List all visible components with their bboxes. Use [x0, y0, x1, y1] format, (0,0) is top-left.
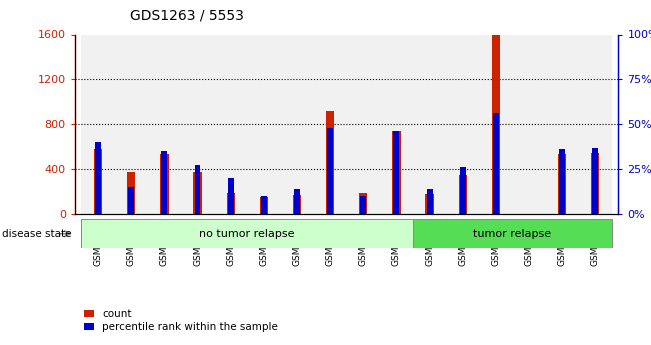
Bar [161, 151, 167, 214]
Bar [181, 34, 214, 214]
Bar [479, 34, 512, 214]
Bar [380, 34, 413, 214]
Bar [360, 196, 367, 214]
Bar [214, 34, 247, 214]
Bar [359, 193, 367, 214]
Bar [160, 155, 169, 214]
Bar [81, 34, 115, 214]
Bar [546, 34, 579, 214]
Bar [261, 196, 267, 214]
Bar [81, 219, 413, 248]
Text: tumor relapse: tumor relapse [473, 229, 551, 239]
Bar [393, 131, 400, 214]
Bar [148, 34, 181, 214]
Bar [115, 34, 148, 214]
Bar [512, 34, 546, 214]
Bar [127, 172, 135, 214]
Bar [326, 111, 334, 214]
Bar [425, 194, 434, 214]
Bar [413, 219, 612, 248]
Text: no tumor relapse: no tumor relapse [199, 229, 295, 239]
Bar [94, 149, 102, 214]
Bar [314, 34, 346, 214]
Bar [559, 149, 565, 214]
Bar [458, 175, 467, 214]
Bar [195, 166, 201, 214]
Bar [293, 195, 301, 214]
Bar [413, 34, 446, 214]
Bar [346, 34, 380, 214]
Bar [426, 189, 432, 214]
Bar [227, 193, 235, 214]
Bar [128, 187, 134, 214]
Bar [193, 172, 202, 214]
Bar [460, 167, 465, 214]
Legend: count, percentile rank within the sample: count, percentile rank within the sample [80, 305, 282, 336]
Bar [446, 34, 479, 214]
Bar [492, 34, 500, 214]
Bar [228, 178, 234, 214]
Bar [493, 114, 499, 214]
Bar [558, 155, 566, 214]
Text: GDS1263 / 5553: GDS1263 / 5553 [130, 9, 244, 23]
Bar [327, 128, 333, 214]
Bar [281, 34, 314, 214]
Text: disease state: disease state [2, 229, 72, 238]
Bar [260, 197, 268, 214]
Bar [592, 148, 598, 214]
Bar [591, 153, 600, 214]
Bar [579, 34, 612, 214]
Bar [393, 131, 399, 214]
Bar [247, 34, 281, 214]
Bar [294, 189, 300, 214]
Bar [95, 142, 101, 214]
